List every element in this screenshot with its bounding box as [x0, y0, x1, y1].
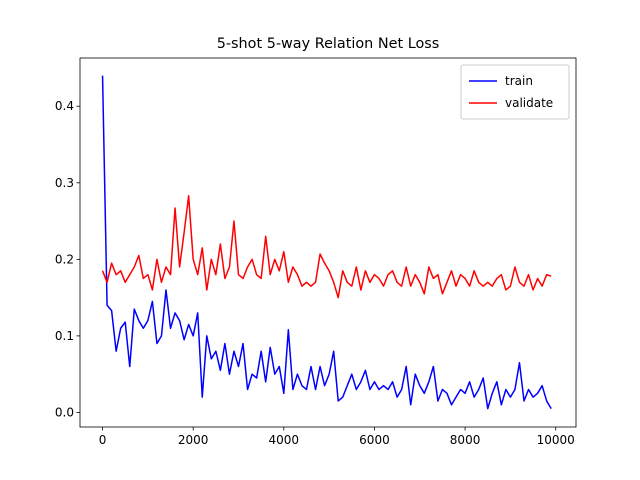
x-tick-label: 4000 [269, 433, 300, 447]
x-tick-label: 10000 [537, 433, 575, 447]
line [101, 75, 552, 410]
y-tick-label: 0.3 [55, 176, 74, 190]
legend-label: validate [505, 96, 553, 110]
plot-frame [79, 57, 577, 428]
legend-label: train [505, 74, 533, 88]
x-tick-label: 0 [99, 433, 107, 447]
legend-box [460, 64, 570, 120]
y-tick-label: 0.1 [55, 329, 74, 343]
x-tick-label: 6000 [359, 433, 390, 447]
y-tick-label: 0.0 [55, 405, 74, 419]
y-tick-label: 0.2 [55, 252, 74, 266]
x-tick-label: 2000 [178, 433, 209, 447]
line [101, 195, 552, 299]
x-tick-label: 8000 [450, 433, 481, 447]
chart-title: 5-shot 5-way Relation Net Loss [217, 36, 440, 52]
y-tick-label: 0.4 [55, 99, 74, 113]
